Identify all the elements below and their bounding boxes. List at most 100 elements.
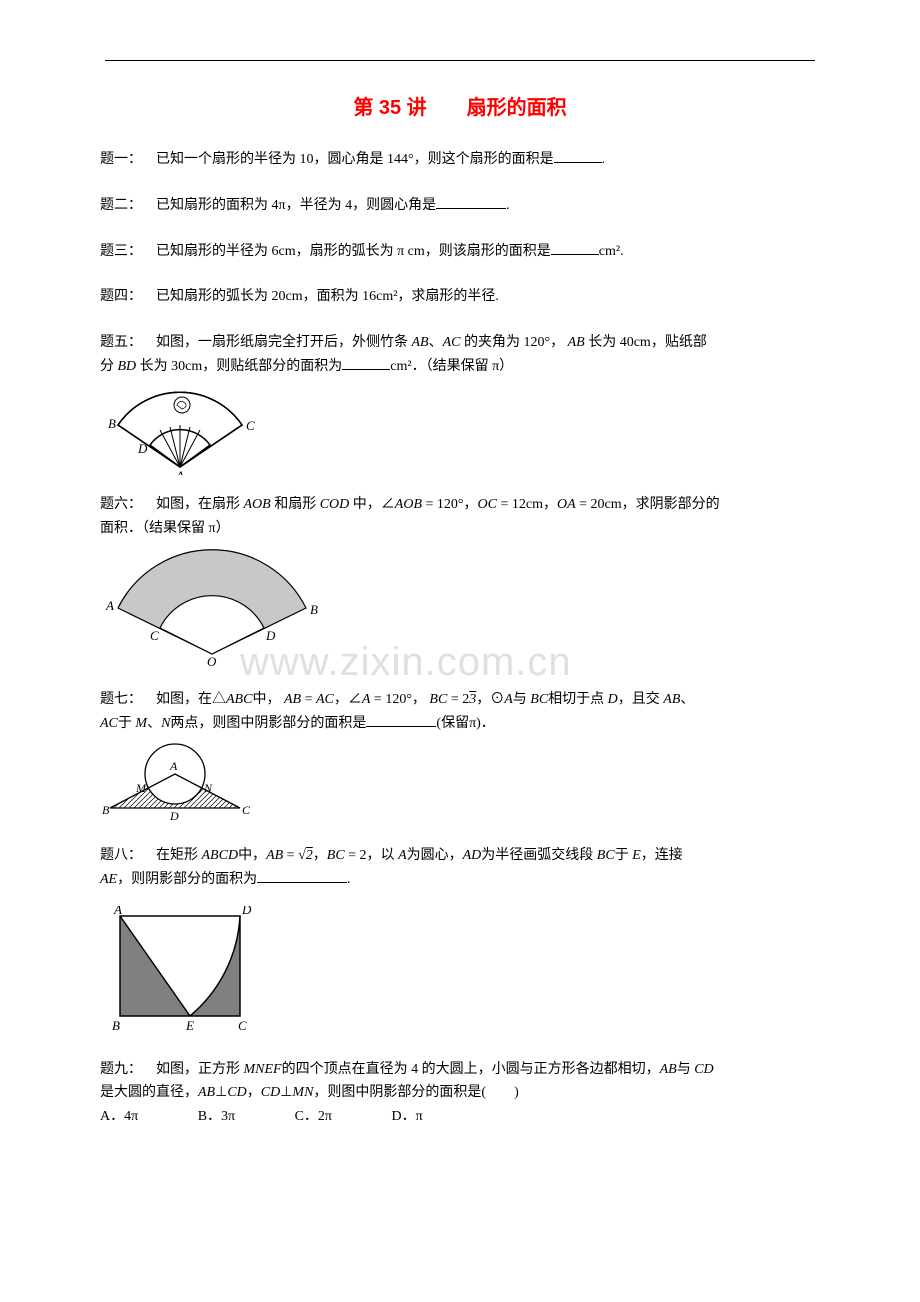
problem-text: 和扇形 [274,497,316,512]
var: ABC [226,692,252,707]
fan-diagram: B C D A [100,385,820,475]
problem-text: = 2 [447,692,469,707]
var: CD [261,1085,280,1100]
problem-text: 与 [677,1062,695,1077]
var: M [135,716,147,731]
problem-text: ，且交 [618,692,664,707]
problem-4: 题四： 已知扇形的弧长为 20cm，面积为 16cm²，求扇形的半径. [100,285,820,309]
problem-9: 题九： 如图，正方形 MNEF的四个顶点在直径为 4 的大圆上，小圆与正方形各边… [100,1058,820,1129]
problem-text: = 12cm， [500,497,557,512]
annulus-sector-diagram: A B C D O [100,546,820,666]
svg-text:C: C [246,418,255,433]
divider-line [105,60,815,61]
sqrt: 2 [306,848,313,863]
problem-label: 题七： [100,692,142,707]
problem-text: 在矩形 [156,848,202,863]
var: BC [597,848,615,863]
svg-text:O: O [207,654,217,666]
var: AC [316,692,334,707]
rect-arc-diagram: A D B E C [100,906,820,1036]
problem-text: 于 [118,716,136,731]
var: AC [443,335,461,350]
problem-text: = 120°， [370,692,426,707]
problem-text: 相切于点 [548,692,608,707]
problem-label: 题二： [100,198,142,213]
problem-text: ，⊙ [476,692,504,707]
problem-text: 中， [238,848,266,863]
problem-text: 分 [100,359,114,374]
page-title: 第 35 讲 扇形的面积 [100,91,820,120]
problem-2: 题二： 已知扇形的面积为 4π，半径为 4，则圆心角是. [100,194,820,218]
option-d: D．π [392,1105,423,1129]
problem-8: 题八： 在矩形 ABCD中，AB = √2，BC = 2，以 A为圆心，AD为半… [100,844,820,1036]
var: AB [660,1062,677,1077]
problem-text: = 2，以 [345,848,398,863]
options: A．4π B．3π C．2π D．π [100,1105,820,1129]
problem-text: 、 [680,692,694,707]
var: CD [694,1062,713,1077]
var: AB [284,692,301,707]
var: AB [412,335,429,350]
problem-text: . [506,198,510,213]
var: BC [327,848,345,863]
problem-text: cm²．（结果保留 π） [390,359,513,374]
var: AOB [395,497,422,512]
problem-label: 题五： [100,335,142,350]
problem-text: = 20cm，求阴影部分的 [579,497,720,512]
problem-label: 题九： [100,1062,142,1077]
svg-text:D: D [169,809,179,822]
var: BC [429,692,447,707]
problem-text: 长为 40cm，贴纸部 [588,335,707,350]
problem-text: . [602,152,606,167]
svg-text:A: A [175,468,184,475]
problem-text: 为圆心， [407,848,463,863]
var: AB [568,335,585,350]
var: AB [663,692,680,707]
var: AOB [244,497,271,512]
var: AE [100,872,117,887]
var: AB [266,848,283,863]
problem-text: 如图，一扇形纸扇完全打开后，外侧竹条 [156,335,408,350]
svg-text:M: M [135,781,147,795]
var: CD [227,1085,246,1100]
var: AB [198,1085,215,1100]
problem-text: 的四个顶点在直径为 4 的大圆上，小圆与正方形各边都相切， [282,1062,660,1077]
problem-text: 、 [147,716,161,731]
option-b: B．3π [198,1105,235,1129]
problem-label: 题四： [100,289,142,304]
svg-text:A: A [113,906,122,917]
problem-1: 题一： 已知一个扇形的半径为 10，圆心角是 144°，则这个扇形的面积是. [100,148,820,172]
problem-text: 、 [429,335,443,350]
problem-label: 题六： [100,497,142,512]
problem-text: . [347,872,351,887]
var: ABCD [202,848,239,863]
var: D [608,692,618,707]
var: BC [530,692,548,707]
svg-text:B: B [112,1018,120,1033]
svg-text:C: C [238,1018,247,1033]
problem-label: 题三： [100,244,142,259]
var: OA [557,497,576,512]
problem-text: 如图，在△ [156,692,226,707]
problem-label: 题八： [100,848,142,863]
problem-7: 题七： 如图，在△ABC中， AB = AC，∠A = 120°， BC = 2… [100,688,820,822]
problem-text: ， [313,848,327,863]
var: N [161,716,170,731]
blank [257,868,347,883]
blank [551,240,599,255]
problem-text: 已知扇形的面积为 4π，半径为 4，则圆心角是 [156,198,436,213]
problem-text: ，∠ [334,692,362,707]
problem-text: 于 [615,848,633,863]
option-a: A．4π [100,1105,138,1129]
svg-text:D: D [265,628,276,643]
problem-text: 已知一个扇形的半径为 10，圆心角是 144°，则这个扇形的面积是 [156,152,554,167]
var: E [632,848,641,863]
problem-text: 与 [513,692,531,707]
problem-text: 长为 30cm，则贴纸部分的面积为 [140,359,343,374]
svg-text:A: A [169,759,178,773]
svg-text:B: B [102,803,110,817]
blank [342,355,390,370]
var: COD [320,497,350,512]
problem-text: cm². [599,244,624,259]
problem-label: 题一： [100,152,142,167]
